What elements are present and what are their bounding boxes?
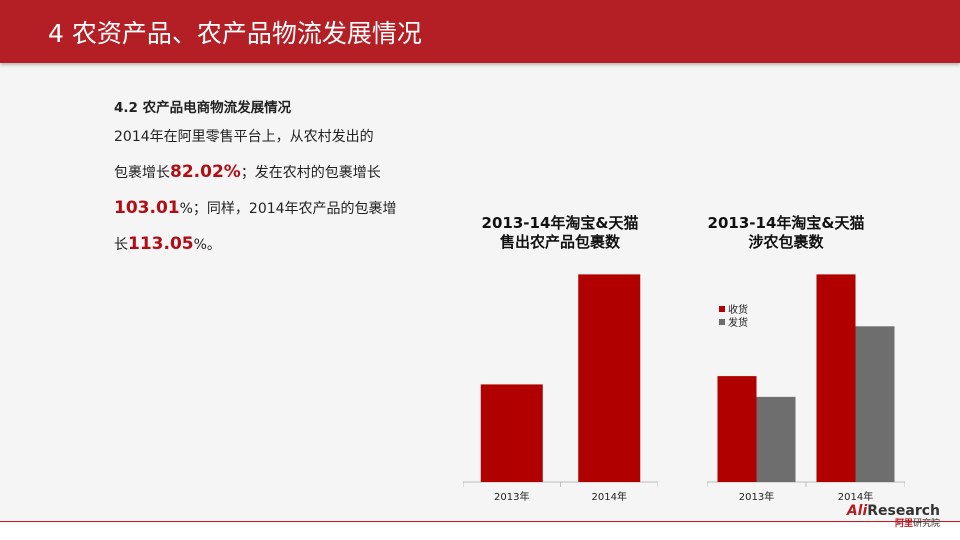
chart2-legend-swatch [719, 319, 725, 325]
description-line-1: 2014年在阿里零售平台上，从农村发出的 [114, 120, 444, 155]
description-line-3: 103.01%；同样，2014年农产品的包裹增 [114, 191, 444, 227]
rural-outbound-growth: 82.02% [170, 162, 241, 182]
chart1-category-label: 2013年 [494, 490, 529, 503]
logo-sub-cn: 阿里 [894, 519, 913, 529]
logo-research: Research [867, 503, 940, 519]
title-bar: 4 农资产品、农产品物流发展情况 [0, 0, 960, 63]
agri-product-growth: 113.05 [128, 234, 194, 254]
line4-pre: 长 [114, 237, 128, 253]
chart1-bar-chart: 2013年 2014年 [463, 274, 658, 503]
chart2-bar-series0-0 [717, 376, 757, 482]
content-background [0, 63, 960, 523]
chart2-category-label: 2013年 [739, 490, 774, 503]
logo-ali: Ali [846, 503, 868, 519]
description-line-4: 长113.05%。 [114, 227, 444, 263]
aliresearch-logo: AliResearch 阿里研究院 [847, 503, 940, 530]
description-block: 4.2 农产品电商物流发展情况 2014年在阿里零售平台上，从农村发出的 包裹增… [114, 98, 444, 263]
page-title: 4 农资产品、农产品物流发展情况 [48, 19, 422, 48]
line2-pre: 包裹增长 [114, 165, 170, 181]
line4-post: %。 [193, 237, 221, 253]
chart2-bar-series0-1 [816, 274, 856, 482]
line2-post: ；发在农村的包裹增长 [240, 165, 381, 181]
section-subtitle: 4.2 农产品电商物流发展情况 [114, 100, 292, 116]
chart1-title: 2013-14年淘宝&天猫 售出农产品包裹数 [445, 214, 675, 252]
chart1-bar-series0-0 [480, 384, 543, 482]
chart2-title: 2013-14年淘宝&天猫 涉农包裹数 [686, 214, 886, 252]
chart1-title-line2: 售出农产品包裹数 [499, 233, 620, 251]
chart1-category-label: 2014年 [592, 490, 627, 503]
line1-text: 2014年在阿里零售平台上，从农村发出的 [114, 129, 374, 145]
description-line-2: 包裹增长82.02%；发在农村的包裹增长 [114, 155, 444, 191]
chart2-category-label: 2014年 [838, 490, 873, 503]
rural-inbound-growth: 103.01 [114, 198, 180, 218]
chart2-bar-series1-1 [855, 326, 895, 482]
line3-post: %；同样，2014年农产品的包裹增 [179, 201, 397, 217]
chart2-bar-series1-0 [756, 396, 796, 482]
chart2-title-line1: 2013-14年淘宝&天猫 [707, 214, 865, 232]
chart1-bar-series0-1 [578, 274, 641, 482]
chart2-title-line2: 涉农包裹数 [748, 233, 824, 251]
footer-divider [0, 521, 960, 522]
logo-wordmark: AliResearch [847, 503, 940, 519]
chart1-title-line1: 2013-14年淘宝&天猫 [481, 214, 639, 232]
chart2-legend-label: 发货 [728, 316, 748, 329]
logo-sub-rest: 研究院 [912, 519, 940, 529]
chart2-legend-label: 收货 [728, 303, 748, 316]
chart2-legend-swatch [719, 306, 725, 312]
logo-subtitle: 阿里研究院 [847, 519, 940, 530]
